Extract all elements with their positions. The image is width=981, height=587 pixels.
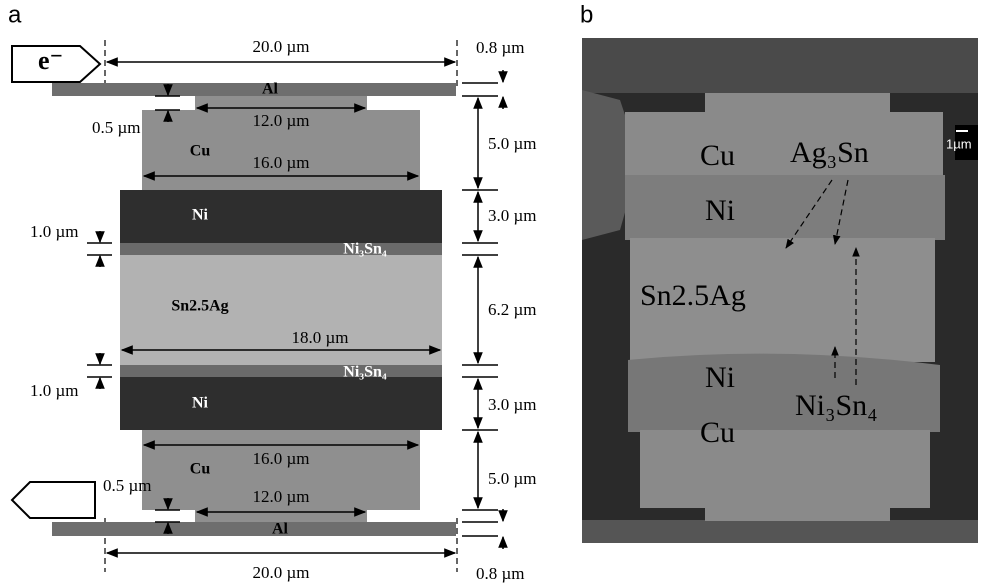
phase-label: Ni xyxy=(705,194,735,227)
micrograph xyxy=(625,175,945,240)
dimension-label: 20.0 µm xyxy=(252,563,309,582)
layer xyxy=(52,83,456,96)
micrograph xyxy=(582,520,978,543)
micrograph xyxy=(582,38,978,93)
layer-label: Al xyxy=(272,521,289,538)
panel-label: b xyxy=(580,1,593,28)
layer xyxy=(120,377,442,430)
layer-label: Ni xyxy=(192,395,209,412)
dimension-label: 0.8 µm xyxy=(476,564,525,583)
layer-label: Al xyxy=(262,81,279,98)
micrograph xyxy=(640,430,930,508)
phase-label: Sn2.5Ag xyxy=(640,279,746,312)
dimension-label: 16.0 µm xyxy=(252,449,309,468)
dimension-label: 5.0 µm xyxy=(488,469,537,488)
dimension-label: 0.5 µm xyxy=(103,476,152,495)
dimension-label: 20.0 µm xyxy=(252,37,309,56)
micrograph xyxy=(705,505,890,521)
phase-label: Ag₃Sn xyxy=(790,136,869,169)
phase-label: Ni₃Sn₄ xyxy=(795,389,878,422)
electron-label: e⁻ xyxy=(38,46,63,75)
dimension-label: 5.0 µm xyxy=(488,134,537,153)
layer-label: Ni₃Sn₄ xyxy=(343,364,387,381)
layer-label: Cu xyxy=(190,143,211,160)
dimension-label: 6.2 µm xyxy=(488,300,537,319)
layer-label: Ni xyxy=(192,207,209,224)
layer xyxy=(120,190,442,243)
dimension-label: 16.0 µm xyxy=(252,153,309,172)
dimension-label: 3.0 µm xyxy=(488,395,537,414)
phase-label: Cu xyxy=(700,139,735,172)
arrow-shape xyxy=(12,482,95,518)
phase-label: Ni xyxy=(705,361,735,394)
dimension-label: 1.0 µm xyxy=(30,222,79,241)
layer-label: Ni₃Sn₄ xyxy=(343,241,387,258)
dimension-label: 0.8 µm xyxy=(476,38,525,57)
phase-label: Cu xyxy=(700,416,735,449)
figure: a e⁻ Al Cu Ni Ni₃Sn₄ Sn2.5Ag Ni₃Sn₄ Ni C… xyxy=(0,0,981,587)
scale-bar-label: 1µm xyxy=(946,136,972,151)
dimension-label: 0.5 µm xyxy=(92,118,141,137)
layer xyxy=(120,243,442,255)
layer xyxy=(120,365,442,377)
micrograph xyxy=(628,354,940,432)
micrograph xyxy=(705,93,890,113)
panel-label: a xyxy=(8,1,22,28)
layer xyxy=(120,255,442,365)
dimension-label: 12.0 µm xyxy=(252,487,309,506)
layer xyxy=(52,522,456,536)
micrograph xyxy=(625,112,943,177)
layer-label: Sn2.5Ag xyxy=(171,298,228,315)
dimension-label: 1.0 µm xyxy=(30,381,79,400)
dimension-label: 12.0 µm xyxy=(252,111,309,130)
dimension-label: 18.0 µm xyxy=(291,328,348,347)
dimension-label: 3.0 µm xyxy=(488,206,537,225)
layer-label: Cu xyxy=(190,461,211,478)
